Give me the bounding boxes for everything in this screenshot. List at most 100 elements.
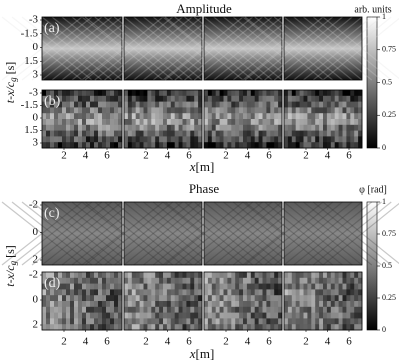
heatmap-cell <box>139 142 144 149</box>
heatmap-cell <box>110 277 115 284</box>
heatmap-cell <box>284 95 289 102</box>
heatmap-cell <box>194 324 199 331</box>
heatmap-streak <box>94 201 174 266</box>
x-tick-label: 4 <box>245 150 251 162</box>
heatmap-cell <box>299 113 304 120</box>
heatmap-cell <box>354 306 359 313</box>
heatmap-cell <box>178 301 183 308</box>
heatmap-cell <box>243 107 248 114</box>
heatmap-cell <box>151 318 156 325</box>
heatmap-cell <box>46 119 51 126</box>
heatmap-cell <box>262 142 267 149</box>
heatmap-cell <box>254 318 259 325</box>
heatmap-cell <box>326 124 332 131</box>
heatmap-cell <box>166 277 172 284</box>
heatmap-cell <box>54 95 59 102</box>
heatmap-cell <box>227 272 232 279</box>
heatmap-cell <box>174 90 179 97</box>
heatmap-cell <box>159 324 164 331</box>
heatmap-cell <box>139 272 144 279</box>
heatmap-cell <box>315 90 320 97</box>
heatmap-cell <box>139 306 144 313</box>
heatmap-cell <box>198 318 203 325</box>
heatmap-cell <box>135 301 140 308</box>
heatmap-cell <box>303 113 308 120</box>
heatmap-cell <box>342 119 347 126</box>
heatmap-cell <box>295 130 300 137</box>
x-tick-label: 6 <box>104 150 110 162</box>
heatmap-cell <box>143 142 148 149</box>
heatmap-cell <box>159 277 164 284</box>
heatmap-cell <box>139 295 144 302</box>
heatmap-cell <box>291 142 297 149</box>
heatmap-cell <box>287 113 293 120</box>
heatmap-cell <box>114 124 119 131</box>
heatmap-cell <box>186 306 191 313</box>
heatmap-cell <box>74 130 79 137</box>
heatmap-streak <box>104 16 183 81</box>
panel-frame <box>203 271 283 331</box>
heatmap-cell <box>178 312 183 319</box>
heatmap-cell <box>350 95 355 102</box>
heatmap-cell <box>139 130 144 137</box>
heatmap-cell <box>319 312 324 319</box>
heatmap-cell <box>303 312 308 319</box>
heatmap-cell <box>231 301 236 308</box>
heatmap-cell <box>194 277 199 284</box>
heatmap-cell <box>135 101 140 108</box>
heatmap-base <box>42 202 122 265</box>
heatmap-cell <box>204 301 209 308</box>
heatmap-cell <box>98 130 103 137</box>
heatmap-cell <box>78 272 83 279</box>
heatmap-cell <box>358 124 363 131</box>
heatmap-cell <box>246 312 252 319</box>
heatmap-cell <box>186 289 191 296</box>
heatmap-cell <box>182 124 187 131</box>
heatmap-cell <box>326 119 332 126</box>
heatmap-cell <box>211 289 217 296</box>
y-tick-label: 1.5 <box>24 55 38 67</box>
heatmap-cell <box>58 289 63 296</box>
heatmap-cell <box>135 295 140 302</box>
heatmap-cell <box>151 119 156 126</box>
heatmap-cell <box>350 295 355 302</box>
heatmap-cell <box>284 277 289 284</box>
heatmap-cell <box>354 101 359 108</box>
heatmap-cell <box>170 124 176 131</box>
heatmap-cell <box>239 130 244 137</box>
heatmap-cell <box>155 312 160 319</box>
heatmap-cell <box>346 306 351 313</box>
heatmap-cell <box>319 113 324 120</box>
heatmap-cell <box>291 272 297 279</box>
heatmap-cell <box>215 295 220 302</box>
heatmap-cell <box>58 124 63 131</box>
heatmap-cell <box>155 95 160 102</box>
heatmap-cell <box>58 283 63 290</box>
heatmap-cell <box>295 124 300 131</box>
heatmap-cell <box>354 318 359 325</box>
heatmap-cell <box>98 289 103 296</box>
heatmap-cell <box>211 119 217 126</box>
heatmap-cell <box>82 295 87 302</box>
heatmap-cell <box>186 283 191 290</box>
heatmap-cell <box>338 283 343 290</box>
heatmap-cell <box>330 119 336 126</box>
heatmap-cell <box>106 101 111 108</box>
heatmap-cell <box>166 95 172 102</box>
heatmap-cell <box>204 272 209 279</box>
heatmap-cell <box>319 283 324 290</box>
heatmap-cell <box>155 301 160 308</box>
heatmap-streak <box>104 201 183 266</box>
heatmap-cell <box>235 90 240 97</box>
heatmap-cell <box>147 318 152 325</box>
y-axis-label: t-x/cg[s] <box>3 62 18 104</box>
heatmap-cell <box>170 95 176 102</box>
heatmap-cell <box>254 301 259 308</box>
heatmap-cell <box>102 272 107 279</box>
heatmap-cell <box>235 324 240 331</box>
heatmap-cell <box>114 277 119 284</box>
heatmap-cell <box>334 136 339 143</box>
heatmap-cell <box>358 301 363 308</box>
heatmap-cell <box>66 318 71 325</box>
heatmap-cell <box>262 101 267 108</box>
